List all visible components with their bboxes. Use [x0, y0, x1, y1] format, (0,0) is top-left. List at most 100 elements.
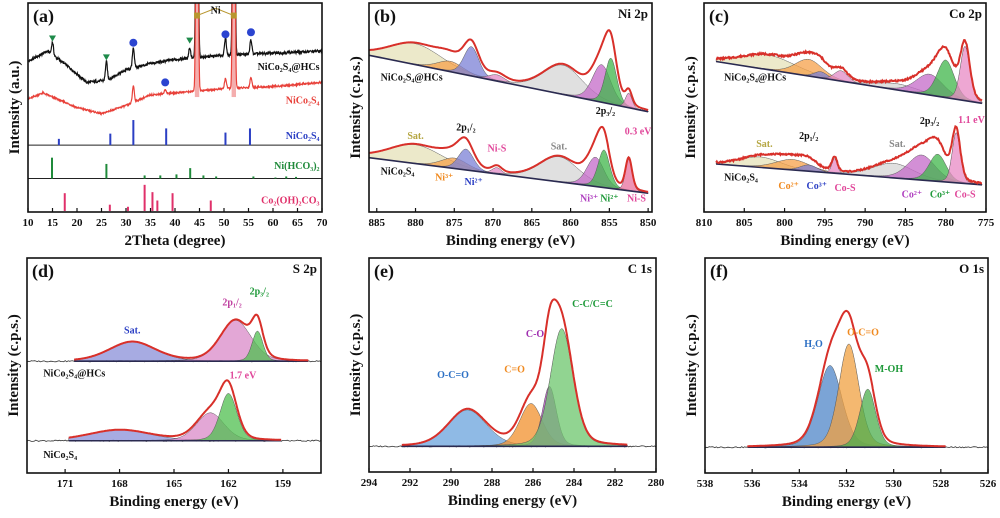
x-axis-label: Binding energy (eV): [448, 493, 577, 509]
y-axis-label: Intensity (c.p.s.): [348, 56, 364, 159]
background-line: [369, 54, 649, 113]
annotation-label: Co³⁺: [930, 189, 951, 200]
annotation-label: 2p₁/₂: [799, 131, 818, 142]
y-axis-label: Intensity (c.p.s.): [6, 314, 22, 417]
annotation-label: C=O: [504, 364, 525, 375]
annotation-label: O-C=O: [437, 370, 469, 381]
annotation-label: NiCo₂S₄: [43, 450, 77, 461]
plot-area: [705, 309, 988, 449]
annotation-label: M-OH: [875, 364, 904, 375]
y-axis-label: Intensity (c.p.s.): [348, 314, 364, 417]
x-tick-label: 50: [219, 217, 231, 229]
envelope-curve: [747, 309, 946, 448]
circle-marker: [129, 38, 138, 47]
x-tick-label: 805: [736, 217, 753, 229]
y-axis-label: Intensity (c.p.s.): [684, 314, 700, 417]
annotation-label: Co-S: [834, 183, 856, 194]
annotation-label: 2p₁/₂: [222, 297, 241, 308]
x-tick-label: 288: [484, 477, 501, 489]
x-tick-label: 534: [791, 478, 808, 490]
panel-a: 10 15 20 25 30 35 40 45 50 55 60 65 70 2Theta (degree…: [7, 2, 329, 249]
x-tick-label: 30: [121, 217, 133, 229]
envelope-curve: [715, 124, 982, 185]
x-tick-label: 15: [47, 217, 59, 229]
x-tick-label: 284: [566, 477, 583, 489]
x-tick-label: 294: [361, 477, 378, 489]
envelope-curve: [68, 379, 282, 441]
annotation-label: Co₂(OH)₂CO₃: [261, 196, 319, 207]
plot-frame: [368, 257, 657, 473]
circle-marker: [246, 28, 255, 37]
triangle-marker: [186, 37, 194, 44]
annotation-label: 2p₃/₂: [920, 116, 939, 127]
x-tick-label: 65: [292, 217, 304, 229]
panel-f: 538 536 534 532 530 528 526 Binding energy (eV)…: [684, 257, 997, 510]
annotation-label: Ni²⁺: [465, 177, 483, 188]
annotation-label: NiCo₂S₄: [286, 95, 320, 106]
panel-label: (f): [710, 261, 728, 282]
x-tick-label: 875: [446, 217, 463, 229]
annotation-label: Sat.: [756, 139, 773, 150]
x-tick-label: 10: [23, 217, 35, 229]
panel-c: 810 805 800 795 790 785 780 775 Binding energy (…: [683, 2, 995, 249]
plot-area: [369, 29, 649, 194]
circle-marker: [161, 78, 170, 87]
annotation-label: H₂O: [804, 339, 823, 350]
panel-label: (e): [374, 261, 394, 282]
annotation-label: NiCo₂S₄: [286, 131, 320, 142]
panel-title: S 2p: [293, 261, 317, 276]
envelope-curve: [369, 125, 649, 193]
panel-d: 171 168 165 162 159 Binding energy (eV) Intens…: [6, 257, 322, 510]
panel-label: (a): [33, 6, 54, 27]
x-tick-label: 280: [648, 477, 665, 489]
circle-marker: [221, 30, 230, 39]
x-tick-label: 171: [57, 478, 74, 490]
background-line: [369, 156, 649, 194]
annotation-label: 2p₃/₂: [596, 106, 615, 117]
ni-pointer-line: [215, 7, 234, 17]
ni-marker: [230, 12, 237, 19]
plot-area: [27, 313, 321, 442]
annotation-label: Co³⁺: [807, 181, 828, 192]
panel-title: Co 2p: [949, 6, 982, 21]
ni-pointer-line: [196, 7, 216, 17]
x-tick-label: 790: [857, 217, 874, 229]
annotation-label: Ni-S: [627, 194, 646, 205]
annotation-label: 1.7 eV: [230, 370, 257, 381]
annotation-label: NiCo₂S₄: [724, 173, 758, 184]
envelope-curve: [369, 29, 649, 111]
x-axis-label: Binding energy (eV): [780, 233, 909, 249]
y-axis-label: Intensity (a.u.): [7, 61, 23, 155]
plot-frame: [703, 2, 987, 213]
annotation-label: 1.1 eV: [958, 115, 985, 126]
x-tick-label: 20: [72, 217, 84, 229]
x-tick-label: 35: [145, 217, 157, 229]
plot-area: [369, 298, 656, 448]
x-tick-label: 810: [696, 217, 713, 229]
annotation-label: NiCo₂S₄@HCs: [43, 368, 105, 379]
annotation-label: Co²⁺: [902, 189, 923, 200]
x-tick-label: 168: [111, 478, 128, 490]
x-axis-label: Binding energy (eV): [109, 494, 238, 510]
annotation-label: 0.3 eV: [625, 127, 652, 138]
xrd-curve: [28, 3, 322, 117]
annotation-label: Ni³⁺: [435, 173, 453, 184]
annotation-label: NiCo₂S₄@HCs: [724, 72, 786, 83]
annotation-label: NiCo₂S₄@HCs: [258, 62, 320, 73]
x-axis-label: Binding energy (eV): [782, 494, 911, 510]
x-tick-label: 885: [369, 217, 386, 229]
x-tick-label: 282: [607, 477, 624, 489]
panel-label: (b): [374, 6, 396, 27]
x-tick-label: 880: [407, 217, 424, 229]
x-tick-label: 526: [980, 478, 997, 490]
annotation-label: Ni³⁺: [580, 194, 598, 205]
x-tick-label: 530: [885, 478, 902, 490]
x-tick-label: 40: [170, 217, 182, 229]
triangle-marker: [49, 35, 56, 42]
x-tick-label: 290: [443, 477, 460, 489]
annotation-label: Sat.: [407, 131, 424, 142]
x-tick-label: 70: [317, 217, 329, 229]
x-tick-label: 286: [525, 477, 542, 489]
annotation-label: NiCo₂S₄: [381, 166, 415, 177]
